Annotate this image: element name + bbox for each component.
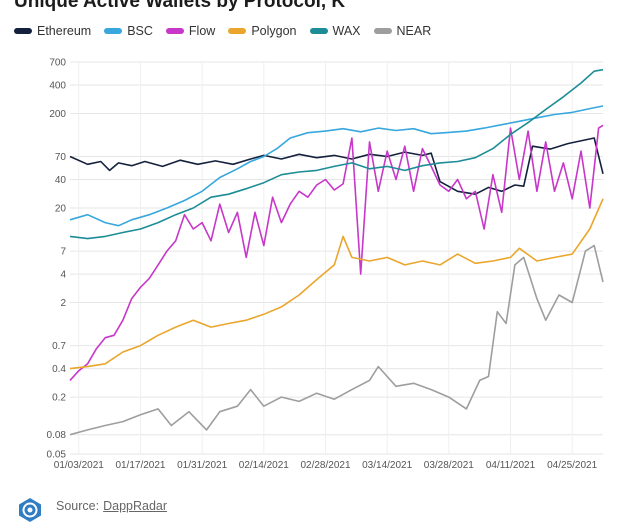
source-link[interactable]: DappRadar [103,499,168,513]
series-line-wax [69,68,604,240]
legend-item-bsc: BSC [104,24,153,38]
series-line-flow [69,124,604,381]
legend-item-polygon: Polygon [228,24,297,38]
legend-item-near: NEAR [373,24,432,38]
y-tick-label: 2 [60,298,66,309]
y-tick-label: 0.08 [47,430,67,441]
legend-swatch [373,28,392,34]
y-tick-label: 40 [55,175,67,186]
legend-item-ethereum: Ethereum [14,24,91,38]
legend-swatch [228,28,247,34]
legend-item-wax: WAX [309,24,361,38]
y-tick-label: 700 [49,58,66,69]
y-tick-label: 200 [49,109,66,120]
legend-label: Polygon [251,24,297,38]
y-tick-label: 0.2 [52,393,66,404]
source-label: Source: [56,499,100,513]
source-attribution: Source: DappRadar [16,488,167,524]
legend-label: NEAR [396,24,432,38]
legend-swatch [309,28,328,34]
series-line-near [69,244,604,436]
chart-legend: Ethereum BSC Flow Polygon WAX NEAR [14,24,444,38]
x-tick-label: 04/11/2021 [486,460,536,471]
legend-label: WAX [332,24,361,38]
y-tick-label: 4 [60,270,66,281]
x-tick-label: 01/03/2021 [54,460,104,471]
series-line-ethereum [69,137,604,195]
x-tick-label: 03/28/2021 [424,460,474,471]
dappradar-logo-icon [19,498,41,522]
y-tick-label: 0.7 [52,341,66,352]
legend-label: Ethereum [37,24,92,38]
x-tick-label: 01/17/2021 [115,460,165,471]
series-line-bsc [69,105,604,227]
page-title: Unique Active Wallets by Protocol, K [14,0,346,12]
y-tick-label: 400 [49,80,66,91]
line-chart: 700 400 200 70 40 20 7 4 2 0.7 0.4 0.2 0.08 0.0501/03… [47,58,604,471]
y-tick-label: 0.4 [52,364,66,375]
y-tick-label: 7 [60,247,66,258]
legend-swatch [14,28,32,34]
x-tick-label: 03/14/2021 [362,460,412,471]
legend-swatch [165,28,184,34]
series-line-polygon [69,198,604,370]
legend-label: BSC [127,24,153,38]
x-tick-label: 04/25/2021 [547,460,597,471]
legend-item-flow: Flow [165,24,216,38]
x-tick-label: 02/28/2021 [300,460,350,471]
legend-label: Flow [188,24,216,38]
y-tick-label: 0.05 [47,450,67,461]
legend-swatch [104,28,123,34]
x-tick-label: 01/31/2021 [177,460,227,471]
x-tick-label: 02/14/2021 [239,460,289,471]
y-tick-label: 70 [55,152,67,163]
y-tick-label: 20 [55,203,67,214]
